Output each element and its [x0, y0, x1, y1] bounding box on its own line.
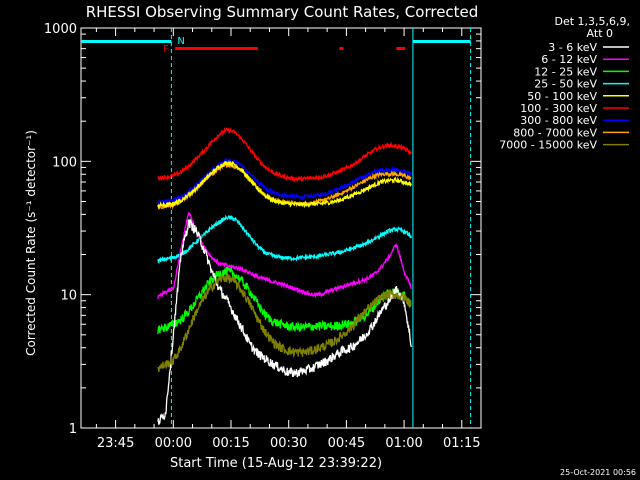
y-tick-label: 10	[60, 289, 77, 304]
legend-label: 300 - 800 keV	[520, 114, 597, 127]
series-line-2	[157, 266, 412, 335]
x-tick-label: 00:30	[270, 436, 307, 451]
series-line-0	[157, 217, 412, 425]
series-line-3	[157, 214, 412, 264]
flare-label: F	[163, 44, 169, 55]
generation-timestamp: 25-Oct-2021 00:56	[560, 468, 636, 477]
legend-label: 100 - 300 keV	[520, 102, 597, 115]
night-bar	[81, 40, 172, 43]
axis-ticks: 23:45 00:00 00:15 00:30 00:45 01:00 01:15 1 10 10…	[44, 22, 482, 451]
legend-label: 3 - 6 keV	[548, 41, 597, 54]
y-tick-label: 100	[52, 155, 77, 170]
x-tick-label: 00:45	[328, 436, 365, 451]
y-axis-label: Corrected Count Rate (s⁻¹ detector⁻¹)	[24, 130, 38, 356]
series-line-4	[157, 159, 412, 210]
night-bar	[412, 40, 471, 43]
y-tick-label: 1000	[44, 22, 77, 37]
axes	[80, 27, 482, 429]
legend-label: 12 - 25 keV	[534, 65, 597, 78]
flare-bar	[175, 47, 258, 50]
series-line-5	[157, 127, 412, 183]
legend-label: 50 - 100 keV	[527, 90, 597, 103]
legend-label: 7000 - 15000 keV	[499, 139, 597, 152]
data-series	[157, 127, 412, 425]
plot-frame	[80, 27, 482, 429]
x-axis-label: Start Time (15-Aug-12 23:39:22)	[170, 456, 382, 471]
x-tick-label: 01:15	[443, 436, 480, 451]
x-tick-label: 00:00	[155, 436, 192, 451]
series-line-8	[157, 272, 412, 372]
plot-annotations: NF	[81, 28, 472, 428]
legend-header-attenuator: Att 0	[587, 27, 613, 40]
series-line-1	[157, 212, 412, 299]
y-tick-label: 1	[69, 422, 77, 437]
legend-label: 6 - 12 keV	[541, 53, 597, 66]
x-tick-label: 23:45	[97, 436, 134, 451]
night-label: N	[177, 36, 184, 47]
flare-bar	[396, 47, 406, 50]
legend-label: 800 - 7000 keV	[513, 126, 597, 139]
x-tick-label: 00:15	[212, 436, 249, 451]
flare-bar	[339, 47, 344, 50]
legend-label: 25 - 50 keV	[534, 78, 597, 91]
legend-header-detectors: Det 1,3,5,6,9,	[554, 15, 630, 28]
x-tick-label: 01:00	[385, 436, 422, 451]
chart-title: RHESSI Observing Summary Count Rates, Co…	[86, 3, 479, 21]
series-line-6	[157, 157, 412, 206]
